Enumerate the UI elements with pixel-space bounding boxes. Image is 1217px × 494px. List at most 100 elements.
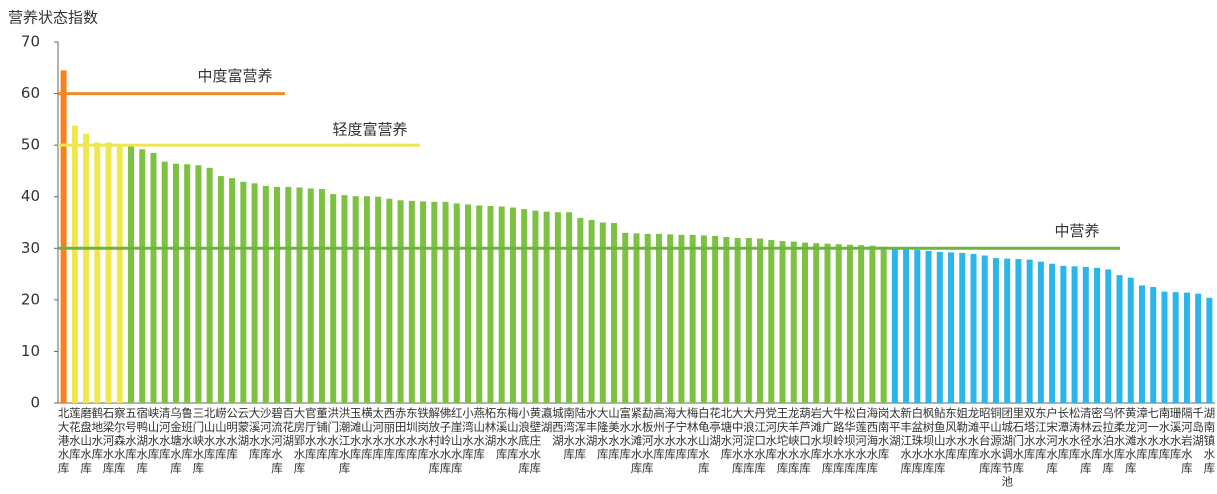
bar (644, 233, 651, 403)
bar (1150, 286, 1157, 403)
bar (599, 222, 606, 403)
x-tick-label: 铜山源水库 (988, 407, 1003, 476)
x-tick-label: 葫芦口水库 (797, 407, 812, 476)
x-tick-label: 石梁河水库 (101, 407, 116, 476)
x-tick-label: 察尔森水库 (112, 407, 127, 476)
x-tick-label: 东溪水库 (494, 407, 509, 462)
x-tick-label: 七一水库 (1146, 407, 1161, 462)
x-tick-label: 北大港水库 (56, 407, 71, 476)
x-tick-label: 牛路岭水库 (831, 407, 846, 476)
bar (1015, 259, 1022, 403)
bar (1094, 267, 1101, 403)
x-tick-label: 密云水库 (1090, 407, 1105, 462)
x-tick-label: 富水水库 (618, 407, 633, 462)
x-tick-label: 董铺水库 (314, 407, 329, 462)
bar (172, 163, 179, 403)
x-tick-label: 沙河水库 (258, 407, 273, 462)
x-tick-label: 柘林湖 (483, 407, 498, 449)
bar (375, 196, 382, 403)
bar (352, 196, 359, 403)
x-tick-label: 太河水库 (371, 407, 386, 462)
bar (925, 250, 932, 403)
bar (476, 205, 483, 403)
bar (195, 165, 202, 403)
x-tick-label: 小浪底水库 (517, 407, 532, 476)
y-axis-title: 营养状态指数 (8, 9, 98, 27)
x-tick-label: 瀛湖 (539, 407, 554, 435)
bar (835, 244, 842, 403)
x-tick-label: 枫树坝水库 (921, 407, 936, 476)
x-tick-label: 怀柔水库 (1112, 407, 1127, 462)
bar (217, 176, 224, 403)
bar (554, 212, 561, 403)
x-tick-label: 隔河岩水库 (1179, 407, 1194, 476)
bar (285, 186, 292, 403)
bar (116, 144, 123, 403)
x-tick-label: 玉滩水库 (348, 407, 363, 462)
x-tick-label: 洪门水库 (326, 407, 341, 462)
x-tick-label: 陆浑水库 (573, 407, 588, 462)
bar (184, 164, 191, 403)
x-tick-label: 鲁班水库 (180, 407, 195, 462)
bar (566, 212, 573, 403)
x-tick-label: 白莲河水库 (854, 407, 869, 476)
x-tick-label: 白盆珠水库 (910, 407, 925, 476)
bar (83, 133, 90, 403)
bar (465, 204, 472, 403)
bar (453, 203, 460, 403)
x-tick-label: 北山水库 (202, 407, 217, 462)
bar (408, 200, 415, 403)
bar (633, 233, 640, 403)
bar (779, 241, 786, 403)
x-tick-label: 梅山水库 (505, 407, 520, 462)
x-tick-label: 团城湖调节池 (1000, 407, 1015, 490)
bar (622, 232, 629, 403)
x-tick-label: 莲花水库 (67, 407, 82, 462)
bar (521, 209, 528, 403)
bar (768, 240, 775, 403)
bar (363, 196, 370, 403)
x-tick-label: 东风水库 (944, 407, 959, 462)
bar (1195, 293, 1202, 403)
x-tick-label: 新丰江水库 (899, 407, 914, 476)
bar (161, 161, 168, 403)
bar (543, 211, 550, 403)
y-tick-label: 30 (21, 239, 40, 257)
bar (970, 253, 977, 403)
x-tick-label: 乌拉泊水库 (1101, 407, 1116, 476)
y-tick-label: 40 (21, 187, 40, 205)
bar (891, 248, 898, 403)
x-tick-label: 南湾水库 (562, 407, 577, 462)
bar (498, 206, 505, 403)
x-tick-label: 鲇鱼山水库 (932, 407, 947, 476)
x-tick-label: 姐勒水库 (955, 407, 970, 462)
bar (745, 237, 752, 403)
bar (1071, 266, 1078, 403)
x-tick-label: 花亭湖 (708, 407, 723, 449)
bar (442, 201, 449, 403)
x-tick-label: 大溪水库 (247, 407, 262, 462)
bar (734, 237, 741, 403)
bar (588, 219, 595, 403)
x-tick-label: 佛子岭水库 (438, 407, 453, 476)
bar (1004, 258, 1011, 403)
bar (914, 249, 921, 403)
x-tick-label: 东圳水库 (404, 407, 419, 462)
y-tick-label: 60 (21, 84, 40, 102)
bar (341, 195, 348, 403)
x-tick-label: 梅林水库 (685, 407, 700, 462)
bar (790, 241, 797, 403)
x-tick-label: 岩滩水库 (809, 407, 824, 462)
x-tick-label: 湖南镇水库 (1202, 407, 1217, 476)
bar (1116, 275, 1123, 403)
bar (330, 194, 337, 403)
x-tick-label: 磨盘山水库 (79, 407, 94, 476)
bar (846, 244, 853, 403)
x-tick-label: 铁岗水库 (416, 407, 431, 462)
x-tick-label: 龙滩水库 (966, 407, 981, 462)
bar (105, 142, 112, 404)
bar (1037, 261, 1044, 403)
x-tick-label: 珊溪水库 (1168, 407, 1183, 462)
bar (1060, 265, 1067, 403)
bar (1049, 263, 1056, 403)
